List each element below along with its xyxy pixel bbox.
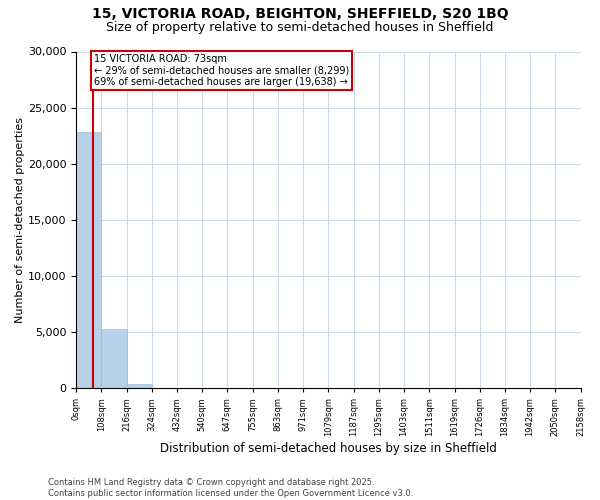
Bar xyxy=(127,384,152,388)
Text: 15 VICTORIA ROAD: 73sqm
← 29% of semi-detached houses are smaller (8,299)
69% of: 15 VICTORIA ROAD: 73sqm ← 29% of semi-de… xyxy=(94,54,349,87)
Bar xyxy=(101,329,127,388)
Text: 15, VICTORIA ROAD, BEIGHTON, SHEFFIELD, S20 1BQ: 15, VICTORIA ROAD, BEIGHTON, SHEFFIELD, … xyxy=(92,8,508,22)
Text: Contains HM Land Registry data © Crown copyright and database right 2025.
Contai: Contains HM Land Registry data © Crown c… xyxy=(48,478,413,498)
Bar xyxy=(76,132,101,388)
Text: Size of property relative to semi-detached houses in Sheffield: Size of property relative to semi-detach… xyxy=(106,21,494,34)
Y-axis label: Number of semi-detached properties: Number of semi-detached properties xyxy=(15,117,25,323)
X-axis label: Distribution of semi-detached houses by size in Sheffield: Distribution of semi-detached houses by … xyxy=(160,442,497,455)
